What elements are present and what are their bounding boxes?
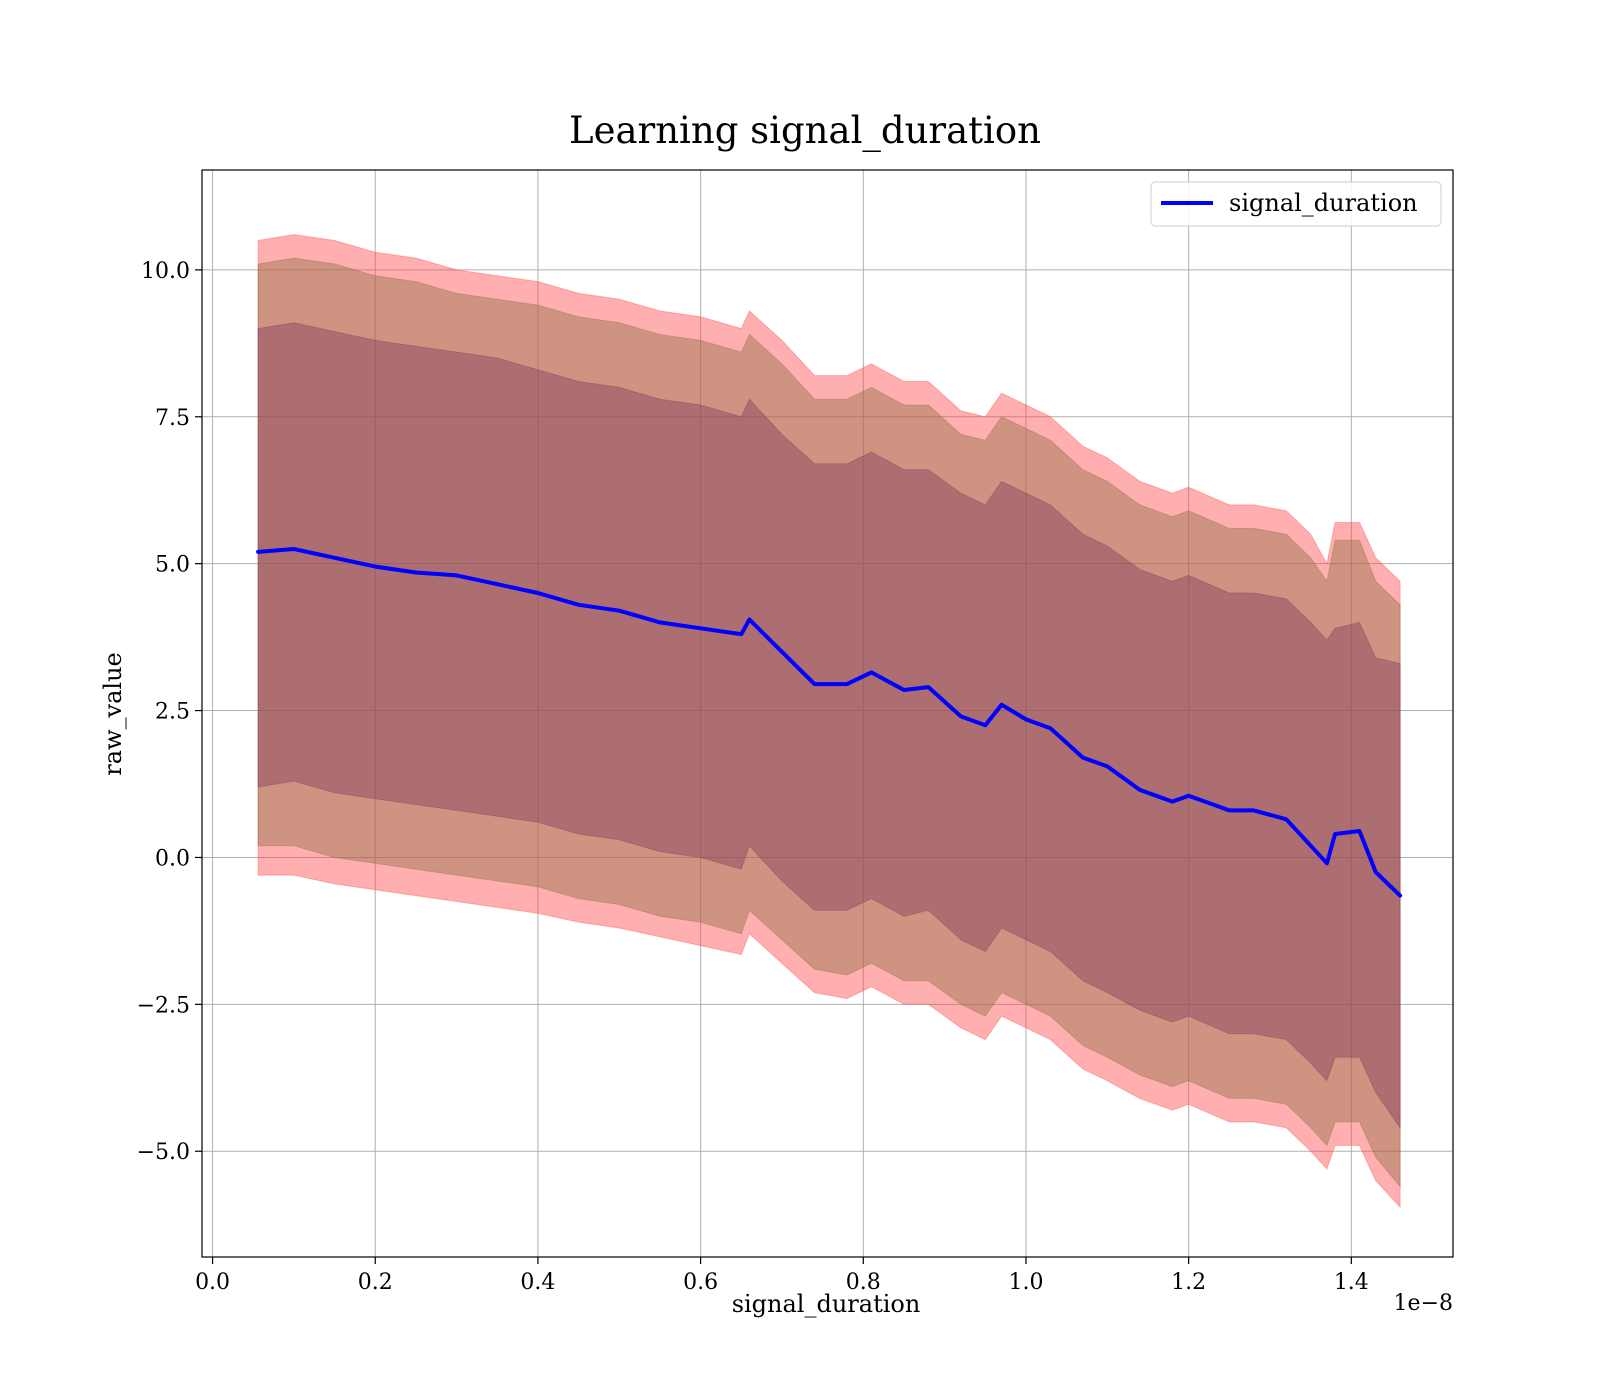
y-tick-label: 0.0: [155, 846, 190, 871]
x-axis-label: signal_duration: [732, 1290, 921, 1318]
y-tick-label: −2.5: [137, 993, 190, 1018]
x-tick-label: 0.0: [195, 1270, 230, 1295]
x-tick-label: 1.2: [1171, 1270, 1206, 1295]
x-tick-label: 0.4: [520, 1270, 555, 1295]
band-2: [257, 322, 1401, 1130]
legend-label-signal-duration: signal_duration: [1229, 189, 1418, 217]
x-tick-label: 0.8: [846, 1270, 881, 1295]
y-tick-label: 2.5: [155, 700, 190, 725]
legend-box: [1150, 181, 1442, 227]
y-tick-label: 10.0: [141, 259, 190, 284]
y-axis-ticks: −5.0 −2.5 0.0 2.5 5.0 7.5 10.0: [137, 259, 202, 1165]
series-line-0: [256, 547, 1403, 898]
x-axis-ticks: 0.0 0.2 0.4 0.6 0.8 1.0 1.2 1.4: [195, 1257, 1369, 1295]
chart-title: Learning signal_duration: [569, 109, 1041, 153]
band-1: [257, 257, 1401, 1188]
x-tick-label: 1.4: [1334, 1270, 1369, 1295]
x-tick-label: 1.0: [1008, 1270, 1043, 1295]
legend: signal_duration: [1150, 181, 1442, 227]
band-0: [257, 234, 1401, 1209]
plot-frame: [201, 169, 1454, 1258]
x-tick-label: 0.2: [358, 1270, 393, 1295]
confidence-bands: [257, 234, 1401, 1209]
y-tick-label: −5.0: [137, 1140, 190, 1165]
grid: [202, 170, 1453, 1257]
y-tick-label: 5.0: [155, 553, 190, 578]
y-tick-label: 7.5: [155, 406, 190, 431]
y-axis-label: raw_value: [99, 652, 127, 776]
series-lines: [256, 547, 1403, 898]
x-axis-offset-label: 1e−8: [1394, 1291, 1453, 1316]
x-tick-label: 0.6: [683, 1270, 718, 1295]
